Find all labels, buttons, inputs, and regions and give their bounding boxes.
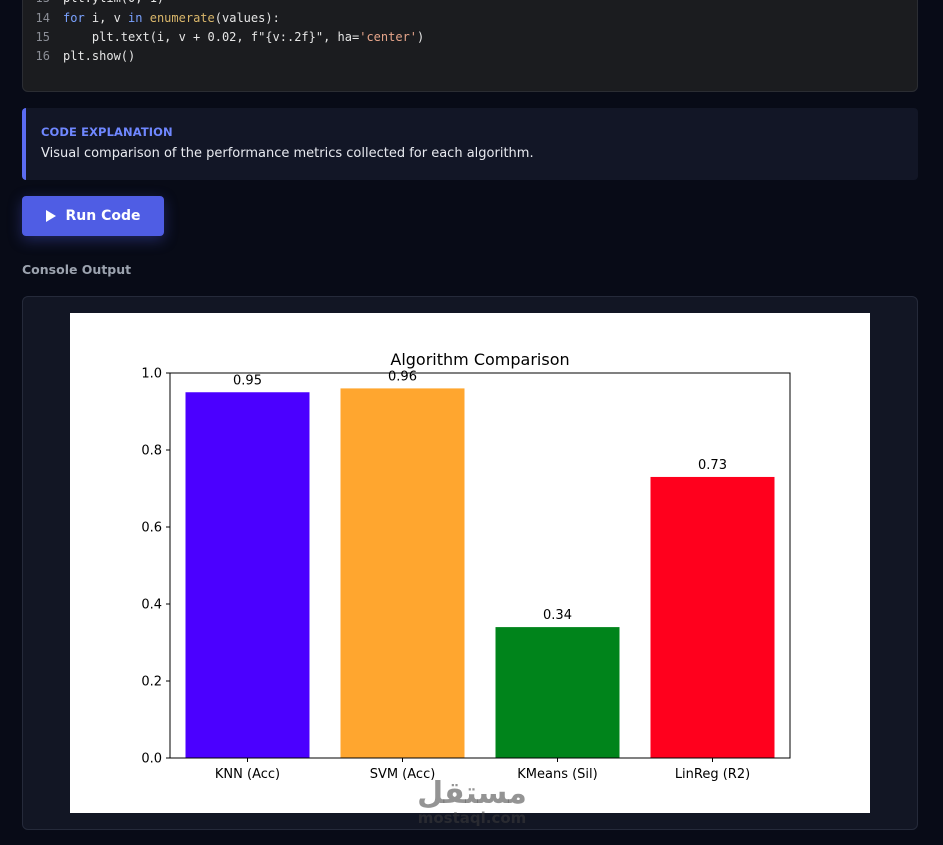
bar [185, 392, 310, 758]
x-tick-label: KMeans (Sil) [517, 767, 597, 782]
y-tick-label: 0.6 [141, 521, 162, 536]
bar-value-label: 0.96 [388, 369, 417, 384]
bar [340, 388, 465, 758]
y-tick-label: 1.0 [141, 367, 162, 382]
bar [495, 627, 620, 758]
code-line: 15 plt.text(i, v + 0.02, f"{v:.2f}", ha=… [23, 28, 425, 47]
watermark-logo: مستقل mostaql.com [412, 776, 532, 827]
line-number: 14 [35, 11, 50, 25]
code-token: plt.show() [63, 49, 136, 63]
code-token: in [128, 11, 143, 25]
line-number: 16 [35, 49, 50, 63]
watermark-latin: mostaql.com [417, 809, 527, 827]
run-code-label: Run Code [65, 208, 141, 224]
line-number: 13 [23, 0, 63, 8]
x-tick-label: SVM (Acc) [370, 767, 436, 782]
watermark-arabic: مستقل [417, 776, 527, 811]
x-tick-label: KNN (Acc) [215, 767, 280, 782]
plot-axes-frame [169, 372, 791, 759]
code-explanation-label: CODE EXPLANATION [41, 125, 173, 139]
x-tick-label: LinReg (R2) [675, 767, 750, 782]
y-tick-label: 0.0 [141, 752, 162, 767]
y-tick-label: 0.8 [141, 444, 162, 459]
y-tick-label: 0.4 [141, 598, 162, 613]
console-output-title: Console Output [22, 262, 132, 277]
line-number: 15 [35, 30, 50, 44]
code-token: (values): [214, 11, 280, 25]
y-tick-label: 0.2 [141, 675, 162, 690]
code-token: plt.text(i, v + 0.02, f"{v:.2f}", ha= [63, 30, 360, 44]
code-token: i, v [84, 11, 129, 25]
code-token: ) [417, 30, 425, 44]
run-code-button[interactable]: Run Code [22, 196, 164, 236]
code-token: 'center' [359, 30, 418, 44]
bar-value-label: 0.34 [543, 608, 572, 623]
bar-chart: Algorithm Comparison 0.95 KNN (Acc) 0.96 SVM… [141, 350, 791, 782]
code-line: 14 for i, v in enumerate(values): [23, 9, 280, 28]
bar [650, 476, 775, 758]
code-explanation-text: Visual comparison of the performance met… [41, 146, 534, 161]
bar-value-label: 0.73 [698, 458, 727, 473]
code-token: for [63, 11, 85, 25]
chart-image: Algorithm Comparison 0.95 KNN (Acc) 0.96 SVM… [70, 313, 870, 813]
code-token [143, 11, 150, 25]
code-line: 16 plt.show() [23, 47, 136, 66]
bar-value-label: 0.95 [233, 373, 262, 388]
play-icon [45, 210, 56, 222]
code-token: enumerate [149, 11, 215, 25]
code-block: 13plt.ylim(0, 1) 14 for i, v in enumerate(… [22, 0, 918, 92]
code-token: plt.ylim(0, 1) [63, 0, 164, 5]
chart-title: Algorithm Comparison [390, 350, 569, 369]
code-line: 13plt.ylim(0, 1) [23, 0, 165, 8]
code-explanation-panel: CODE EXPLANATION Visual comparison of th… [22, 108, 918, 180]
